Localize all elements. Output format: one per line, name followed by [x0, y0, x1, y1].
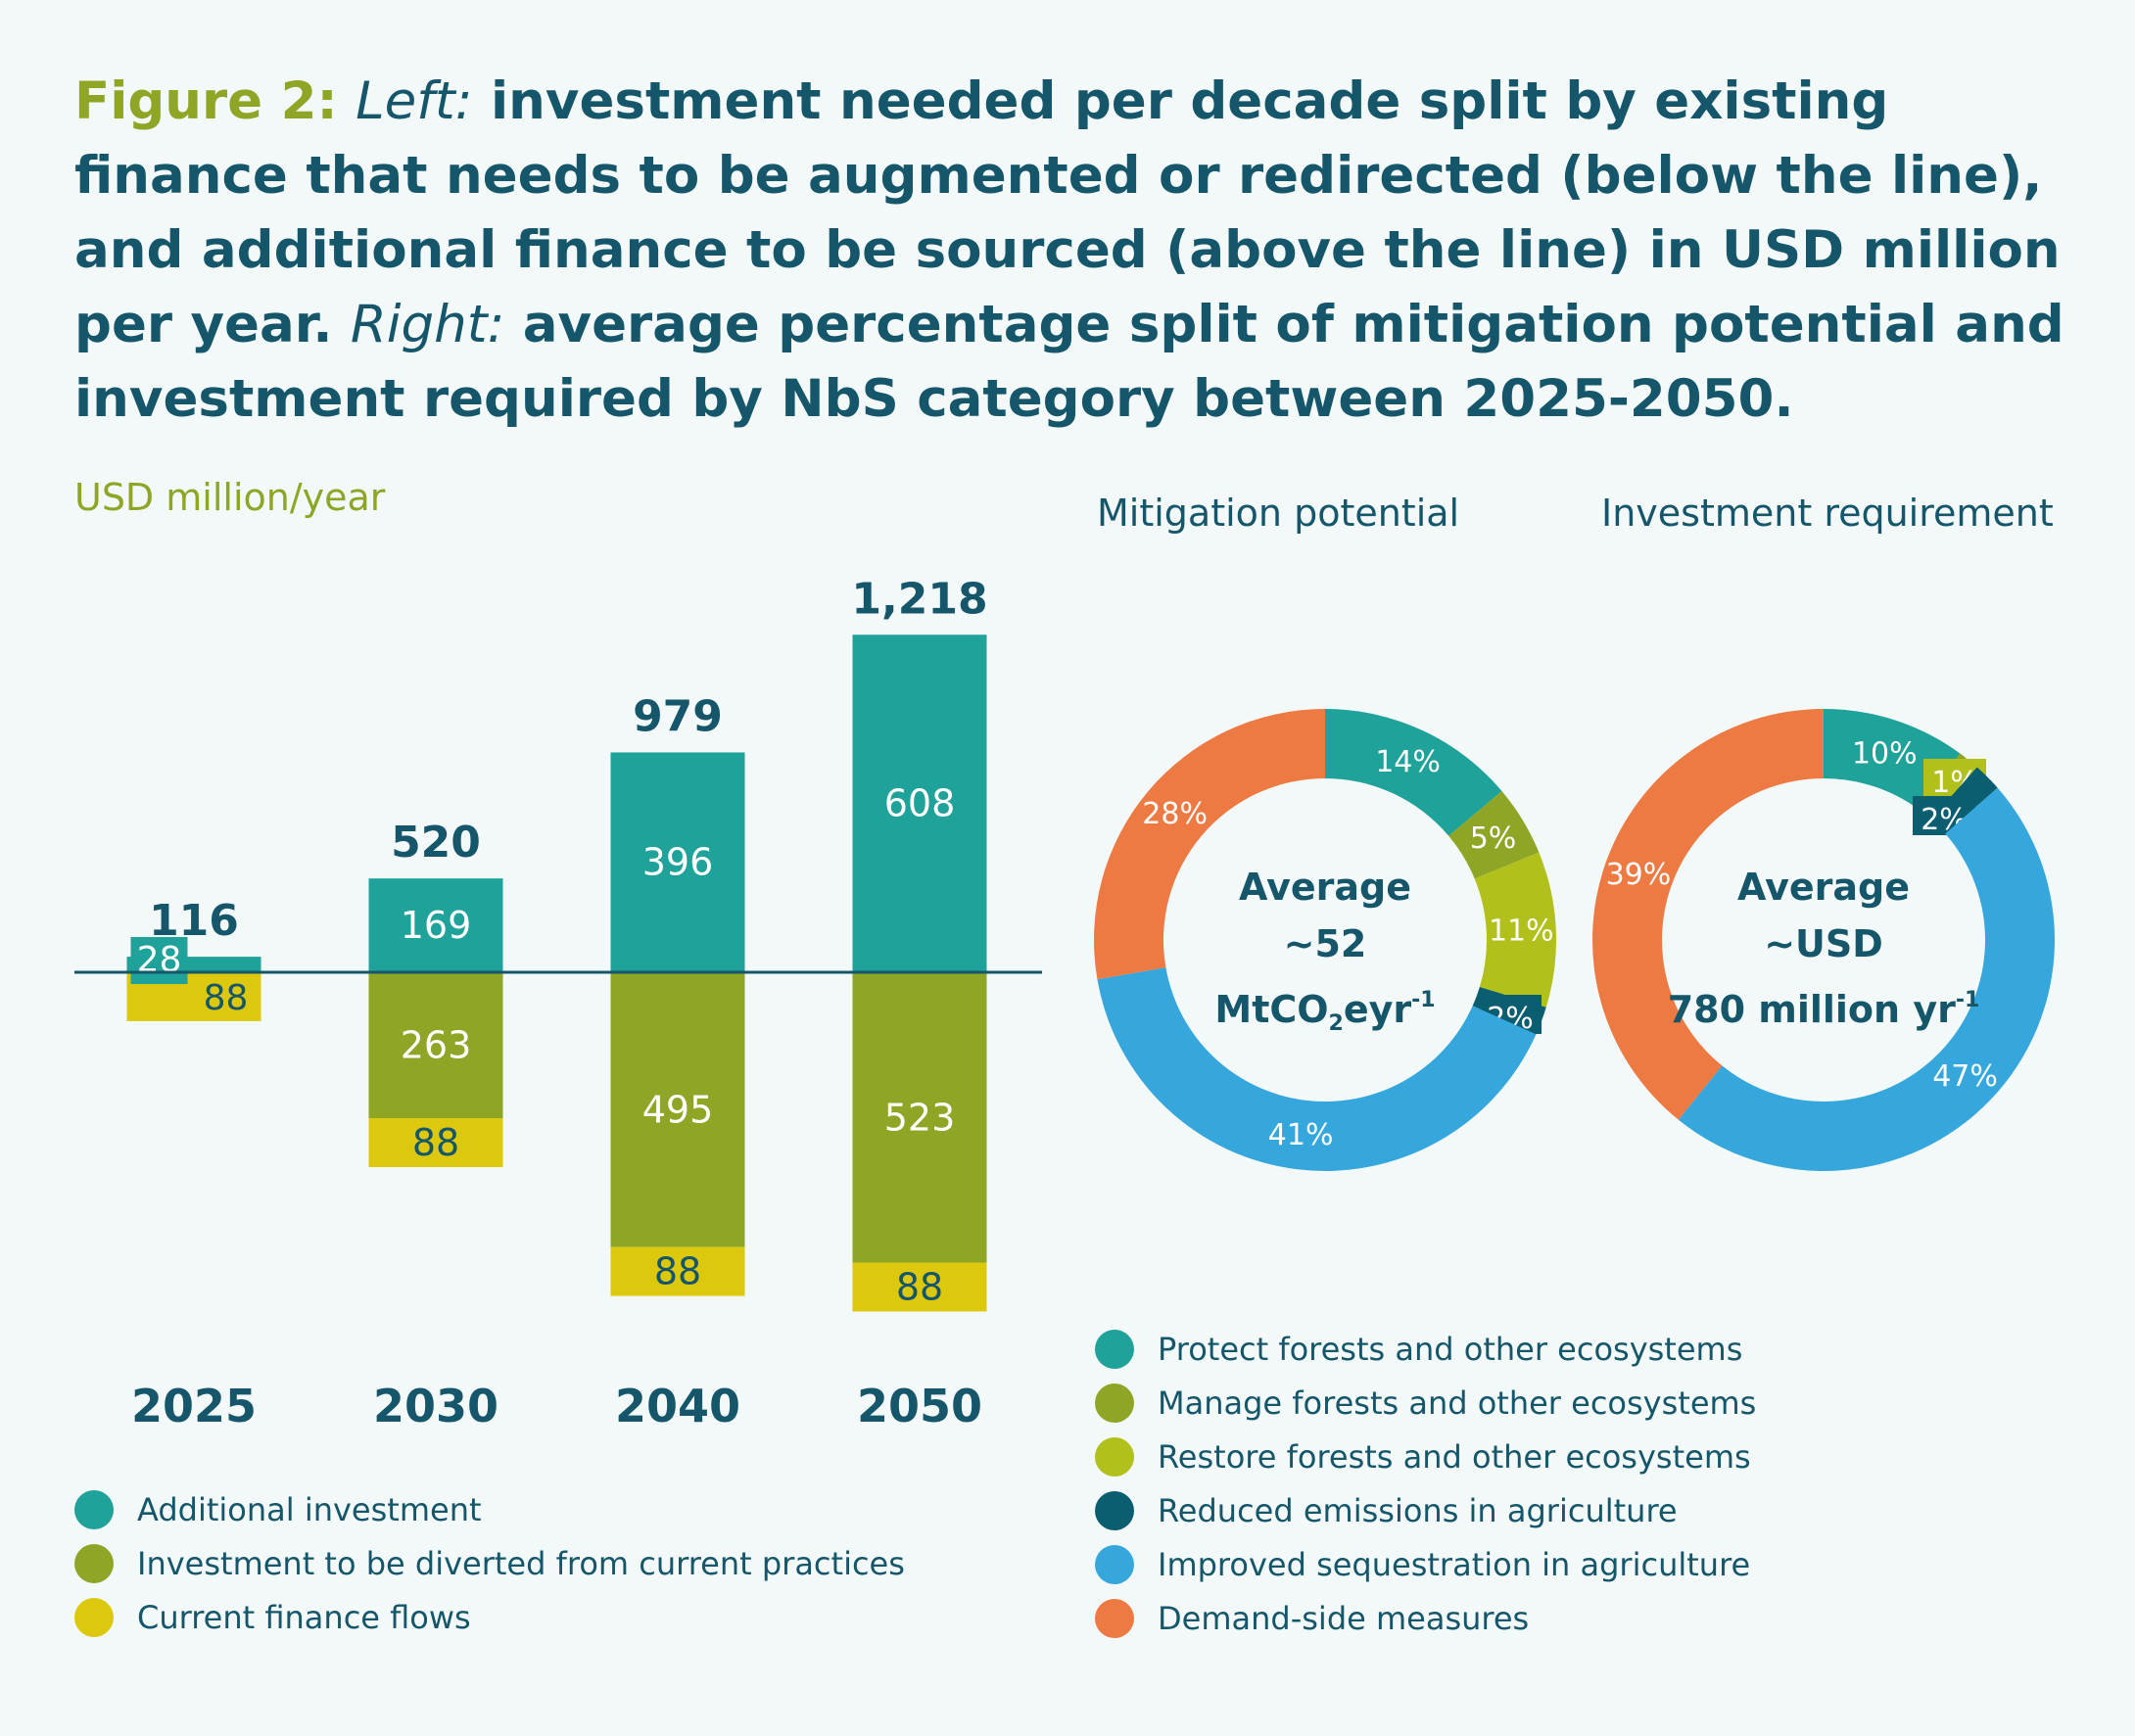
center-line-3: 780 million yr-1	[1667, 988, 1980, 1031]
pie-title-investment: Investment requirement	[1601, 492, 2054, 535]
value-label-current-2025: 88	[204, 978, 249, 1018]
bar-total-2025: 116	[149, 896, 239, 946]
legend-item-restore-forests: Restore forests and other ecosystems	[1095, 1430, 1756, 1483]
bar-diverted-2040	[610, 972, 745, 1247]
right-word: Right:	[350, 295, 505, 354]
value-label-diverted-2040: 495	[642, 1088, 714, 1131]
slice-label-mitigation-potential-demand-side-measures: 28%	[1142, 797, 1208, 831]
legend-swatch	[1095, 1436, 1134, 1477]
center-line-1: Average	[1737, 866, 1910, 909]
slice-mitigation-potential-restore-forests-and-other-ecosystems	[1474, 852, 1556, 1008]
slice-investment-requirement-demand-side-measures	[1592, 709, 1824, 1120]
legend-swatch	[74, 1489, 114, 1529]
left-description: investment needed per decade split by ex…	[74, 71, 2061, 354]
legend-swatch	[1095, 1383, 1134, 1423]
legend-swatch	[74, 1597, 114, 1637]
y-axis-unit-label: USD million/year	[74, 476, 386, 519]
legend-swatch	[1095, 1329, 1134, 1369]
value-label-additional-2040: 396	[642, 841, 714, 884]
legend-item-improved-sequestration: Improved sequestration in agriculture	[1095, 1537, 1756, 1591]
center-line-1: Average	[1239, 866, 1411, 909]
bar-additional-2050	[852, 634, 987, 972]
bar-total-2040: 979	[633, 691, 723, 741]
badge-additional-2025	[130, 937, 188, 984]
slice-mitigation-potential-manage-forests-and-other-ecosystems	[1448, 790, 1540, 879]
legend-item-current-finance-flows: Current finance flows	[74, 1590, 905, 1644]
bar-legend: Additional investment Investment to be d…	[74, 1482, 905, 1644]
left-word: Left:	[356, 71, 473, 131]
value-label-additional-2030: 169	[401, 904, 472, 947]
bar-diverted-2050	[852, 972, 987, 1263]
slice-mitigation-potential-protect-forests-and-other-ecosystems	[1325, 709, 1502, 836]
legend-swatch	[1095, 1490, 1134, 1530]
slice-label-investment-requirement-demand-side-measures: 39%	[1606, 858, 1672, 892]
pie-title-mitigation: Mitigation potential	[1097, 492, 1460, 535]
bar-total-2050: 1,218	[851, 574, 987, 624]
x-tick-2040: 2040	[615, 1380, 740, 1432]
legend-item-protect-forests: Protect forests and other ecosystems	[1095, 1322, 1756, 1376]
value-label-diverted-2030: 263	[401, 1024, 472, 1067]
legend-item-investment-diverted: Investment to be diverted from current p…	[74, 1536, 905, 1590]
slice-mitigation-potential-demand-side-measures	[1093, 709, 1325, 980]
value-label-additional-2025: 28	[137, 940, 182, 980]
value-label-current-2030: 88	[412, 1121, 459, 1164]
center-line-2: ~USD	[1764, 922, 1883, 965]
slice-label-mitigation-potential-restore-forests-and-other-ecosystems: 11%	[1489, 915, 1554, 949]
figure-title: Figure 2: Left: investment needed per de…	[74, 65, 2092, 437]
x-tick-2025: 2025	[131, 1380, 257, 1432]
value-label-current-2040: 88	[654, 1250, 701, 1293]
bar-current-2030	[368, 1118, 503, 1168]
bar-total-2030: 520	[391, 818, 481, 868]
slice-mitigation-potential-improved-sequestration-in-agriculture	[1097, 967, 1537, 1172]
pie-center-label-investment: Average ~USD 780 million yr-1	[1667, 859, 1980, 1038]
legend-item-manage-forests: Manage forests and other ecosystems	[1095, 1376, 1756, 1430]
value-label-current-2050: 88	[896, 1265, 943, 1308]
slice-label-investment-requirement-protect-forests-and-other-ecosystems: 10%	[1852, 736, 1918, 771]
bar-additional-2040	[610, 752, 745, 972]
slice-label-investment-requirement-improved-sequestration-in-agriculture: 47%	[1932, 1059, 1998, 1094]
value-label-additional-2050: 608	[884, 782, 956, 825]
right-description: average percentage split of mitigation p…	[74, 295, 2064, 429]
legend-swatch	[1095, 1598, 1134, 1638]
bar-current-2050	[852, 1262, 987, 1312]
pie-center-label-mitigation: Average ~52 MtCO2eyr-1	[1168, 859, 1482, 1053]
bar-additional-2030	[368, 878, 503, 972]
legend-swatch	[74, 1543, 114, 1583]
x-tick-2050: 2050	[857, 1380, 982, 1432]
bar-current-2040	[610, 1246, 745, 1296]
pie-legend: Protect forests and other ecosystems Man…	[1095, 1322, 1756, 1645]
legend-item-demand-side: Demand-side measures	[1095, 1591, 1756, 1645]
value-label-diverted-2050: 523	[884, 1096, 956, 1139]
legend-item-reduced-emissions: Reduced emissions in agriculture	[1095, 1483, 1756, 1537]
slice-label-mitigation-potential-protect-forests-and-other-ecosystems: 14%	[1375, 745, 1441, 779]
bar-diverted-2030	[368, 972, 503, 1119]
figure-number: Figure 2:	[74, 71, 338, 131]
x-tick-2030: 2030	[373, 1380, 498, 1432]
slice-label-mitigation-potential-manage-forests-and-other-ecosystems: 5%	[1470, 821, 1517, 856]
slice-investment-requirement-improved-sequestration-in-agriculture	[1678, 787, 2055, 1171]
legend-swatch	[1095, 1544, 1134, 1584]
slice-label-mitigation-potential-improved-sequestration-in-agriculture: 41%	[1268, 1118, 1334, 1152]
center-line-3: MtCO2eyr-1	[1214, 988, 1436, 1036]
center-line-2: ~52	[1283, 922, 1367, 965]
legend-item-additional-investment: Additional investment	[74, 1482, 905, 1536]
